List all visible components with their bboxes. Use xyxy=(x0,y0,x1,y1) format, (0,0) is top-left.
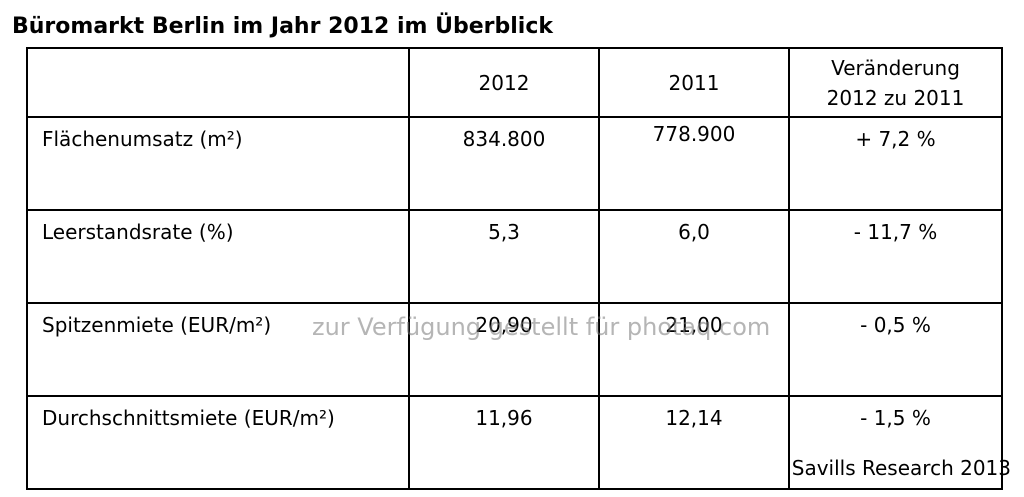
table-row: Durchschnittsmiete (EUR/m²) 11,96 12,14 … xyxy=(26,395,1003,490)
value-2012: 20,90 xyxy=(408,302,600,397)
table-row: Spitzenmiete (EUR/m²) 20,90 21,00 - 0,5 … xyxy=(26,302,1003,397)
row-label: Flächenumsatz (m²) xyxy=(26,116,410,211)
header-change-line1: Veränderung xyxy=(831,55,960,80)
header-cell-2011: 2011 xyxy=(598,47,790,118)
value-2011: 778.900 xyxy=(598,116,790,211)
table-header-row: 2012 2011 Veränderung 2012 zu 2011 xyxy=(26,47,1003,118)
value-change: - 11,7 % xyxy=(788,209,1003,304)
value-change: - 0,5 % xyxy=(788,302,1003,397)
table-row: Leerstandsrate (%) 5,3 6,0 - 11,7 % xyxy=(26,209,1003,304)
source-note: Savills Research 2013 xyxy=(791,456,1011,480)
table-row: Flächenumsatz (m²) 834.800 778.900 + 7,2… xyxy=(26,116,1003,211)
header-change-line2: 2012 zu 2011 xyxy=(826,85,965,110)
row-label: Leerstandsrate (%) xyxy=(26,209,410,304)
value-change: + 7,2 % xyxy=(788,116,1003,211)
header-cell-change: Veränderung 2012 zu 2011 xyxy=(788,47,1003,118)
row-label: Durchschnittsmiete (EUR/m²) xyxy=(26,395,410,490)
value-2012: 5,3 xyxy=(408,209,600,304)
value-change: - 1,5 % xyxy=(788,395,1003,490)
value-2011: 12,14 xyxy=(598,395,790,490)
page-title: Büromarkt Berlin im Jahr 2012 im Überbli… xyxy=(12,14,553,39)
value-2012: 11,96 xyxy=(408,395,600,490)
header-cell-2012: 2012 xyxy=(408,47,600,118)
header-cell-label xyxy=(26,47,410,118)
value-2011: 6,0 xyxy=(598,209,790,304)
row-label: Spitzenmiete (EUR/m²) xyxy=(26,302,410,397)
value-2012: 834.800 xyxy=(408,116,600,211)
value-2011: 21,00 xyxy=(598,302,790,397)
office-market-table: 2012 2011 Veränderung 2012 zu 2011 Fläch… xyxy=(26,47,1003,490)
